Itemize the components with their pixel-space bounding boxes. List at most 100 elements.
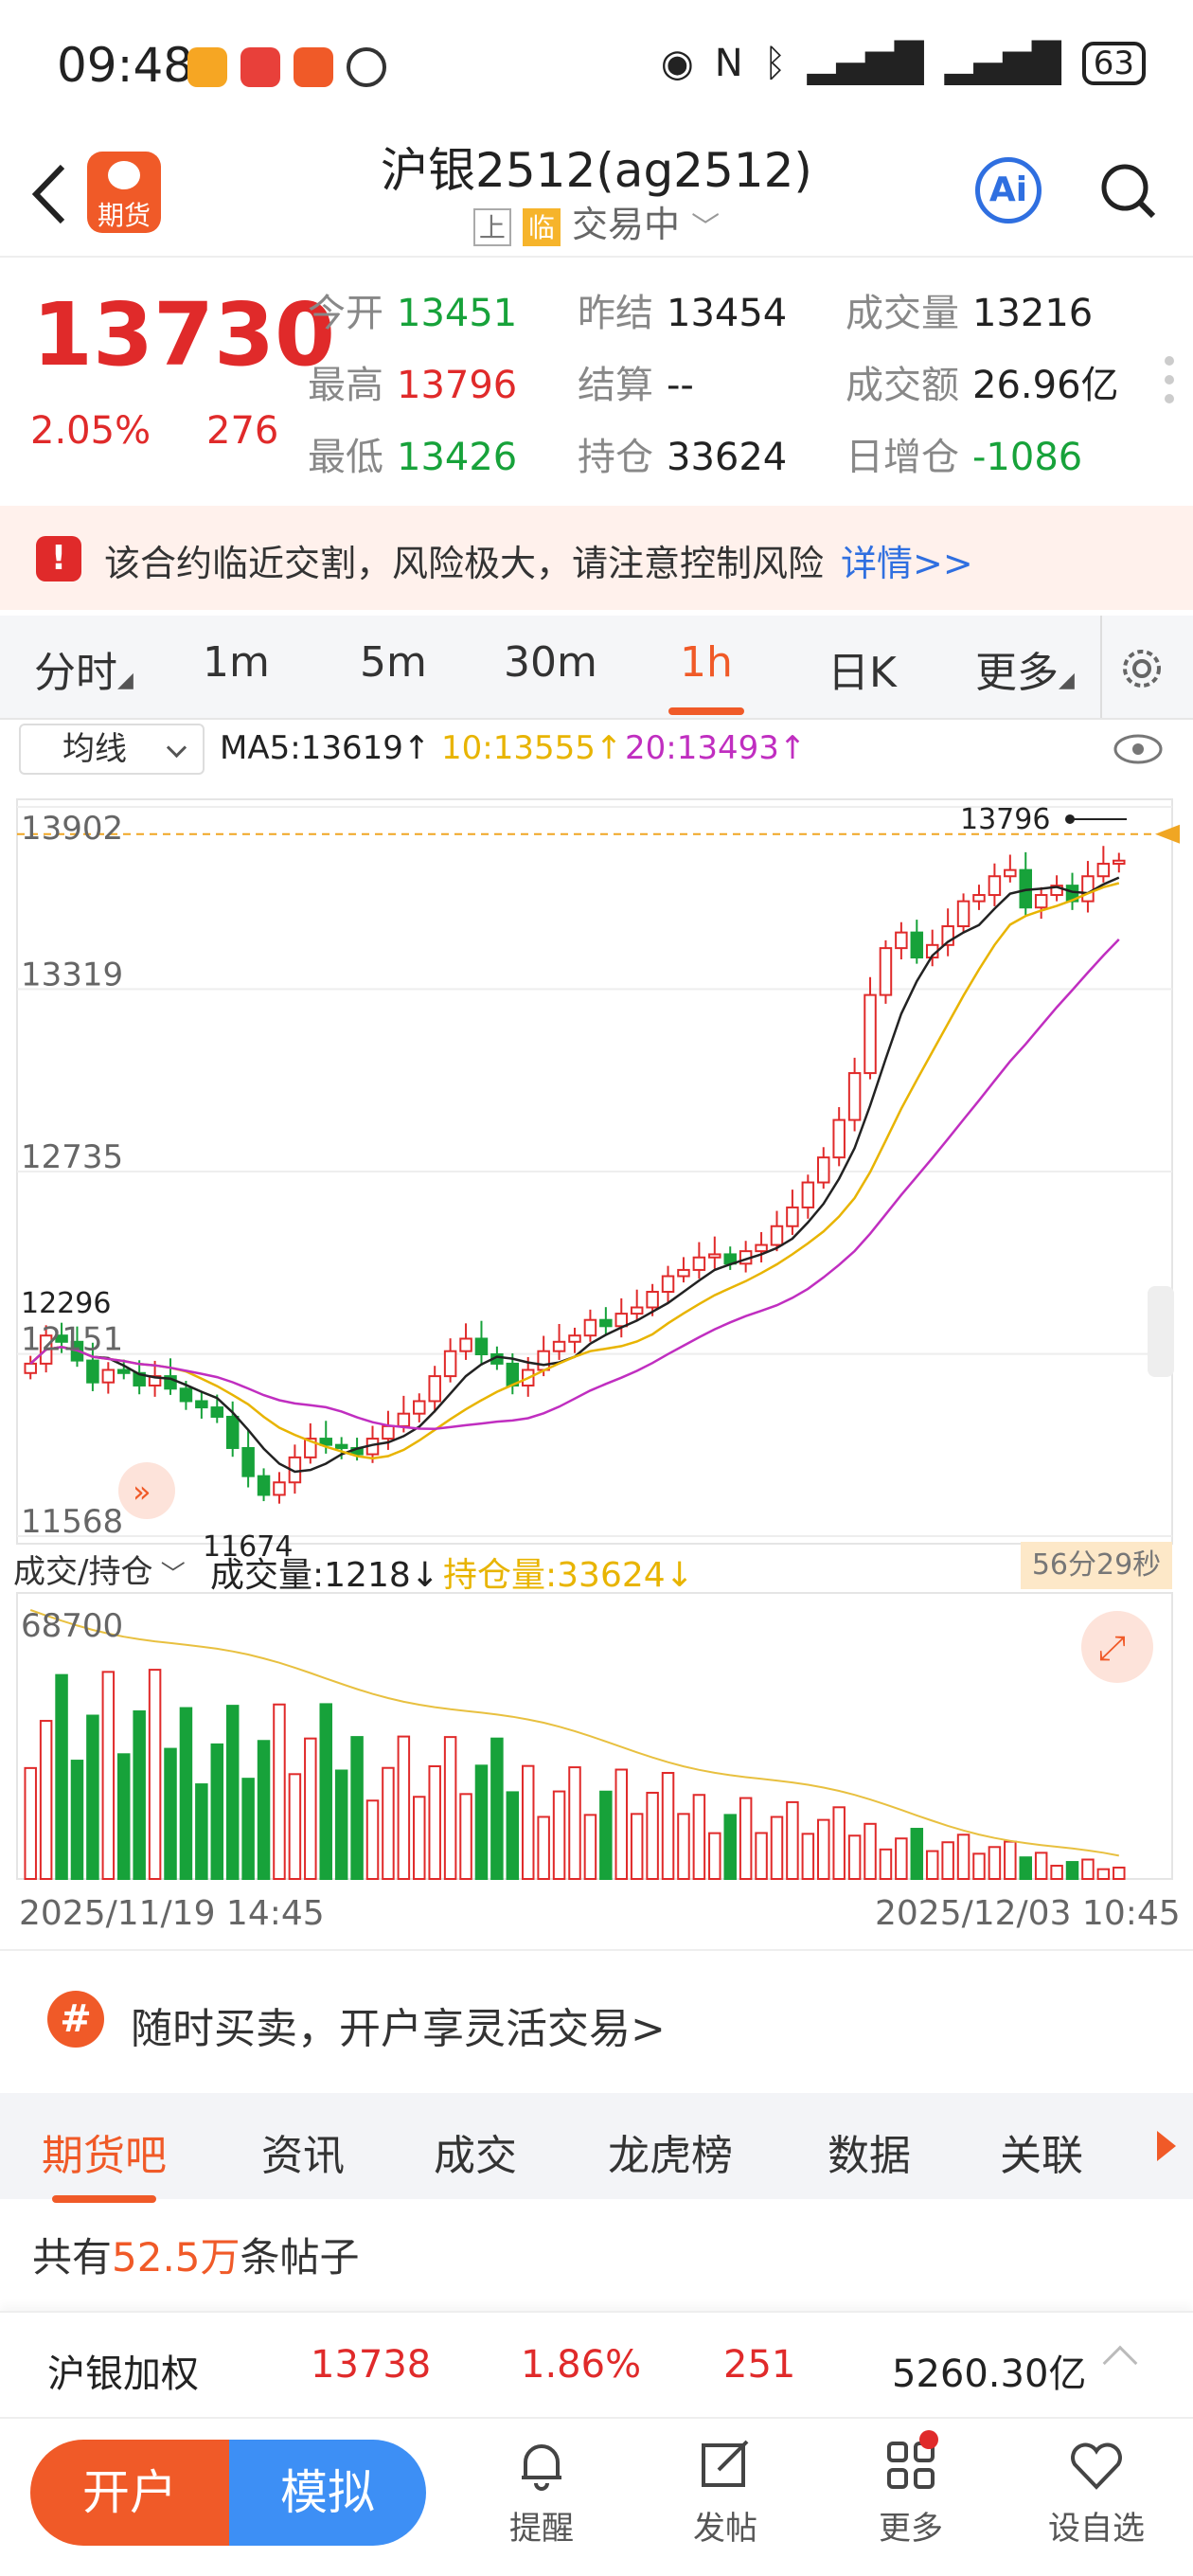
volume-bar: [413, 1796, 426, 1881]
volume-bar: [474, 1764, 489, 1881]
quote-low: 最低 13426: [308, 436, 518, 479]
hash-icon: #: [47, 1991, 104, 2048]
candle-body: [24, 1362, 37, 1374]
volume-bar: [148, 1669, 162, 1881]
candle-body: [474, 1337, 489, 1355]
volume-bar: [1004, 1840, 1017, 1880]
tab-period-1m[interactable]: 1m: [203, 638, 270, 687]
send-app-icon: [294, 47, 333, 87]
tab-period-more[interactable]: 更多◢: [975, 649, 1075, 697]
volume-bar: [521, 1764, 535, 1880]
chevron-up-icon[interactable]: [1102, 2345, 1138, 2381]
candle-body: [661, 1275, 675, 1294]
nav-remind[interactable]: 提醒: [475, 2436, 608, 2549]
tab-data[interactable]: 数据: [828, 2132, 911, 2180]
search-icon[interactable]: [1098, 161, 1157, 220]
volume-bar: [24, 1766, 37, 1880]
trade-status: 交易中: [572, 204, 681, 245]
ai-assistant-button[interactable]: Ai: [975, 157, 1042, 224]
volume-bar: [334, 1769, 348, 1881]
candle-body: [677, 1268, 690, 1278]
status-bar: 09:48 ◉ N ᛒ ▂▄▆█ ▂▄▆█ 63: [0, 0, 1193, 133]
candle-body: [770, 1225, 784, 1246]
tab-forum[interactable]: 期货吧: [42, 2121, 167, 2203]
risk-warning-banner[interactable]: ! 该合约临近交割，风险极大，请注意控制风险 详情>>: [0, 506, 1193, 610]
volume-bar: [723, 1814, 737, 1880]
trade-status-row[interactable]: 上 临 交易中 ﹀: [0, 195, 1193, 247]
kline-chart[interactable]: 13902 13319 12735 12151 11568 13796 11674 12296…: [0, 778, 1193, 1943]
candle-body: [755, 1243, 768, 1253]
candle-body: [413, 1400, 426, 1415]
tab-news[interactable]: 资讯: [261, 2132, 345, 2180]
tab-period-5m[interactable]: 5m: [360, 638, 427, 687]
open-account-promo[interactable]: # 随时买卖，开户享灵活交易>: [0, 1949, 1193, 2089]
volume-bar: [304, 1737, 317, 1881]
back-arrow-icon[interactable]: [27, 161, 74, 227]
volume-bar: [397, 1735, 411, 1880]
expand-glyph: ⤢: [1098, 1629, 1126, 1668]
signal-icon: ▂▄▆█: [807, 42, 924, 85]
chevron-down-icon: ﹀: [691, 211, 721, 244]
volume-bar: [708, 1832, 721, 1880]
volume-bar: [1096, 1868, 1111, 1880]
heart-icon: [1071, 2442, 1122, 2490]
candle-body: [319, 1438, 332, 1446]
header: 期货 沪银2512(ag2512) 上 临 交易中 ﹀ Ai: [0, 123, 1193, 256]
y-tick-label: 13319: [21, 956, 123, 993]
candle-body: [910, 931, 924, 959]
volume-bar: [55, 1673, 68, 1881]
candle-body: [1096, 863, 1111, 878]
weighted-name: 沪银加权: [47, 2352, 199, 2396]
volume-bar: [832, 1806, 846, 1880]
open-interest-value: 持仓量:33624↓: [443, 1556, 694, 1595]
candle-body: [972, 894, 986, 903]
volume-bar: [786, 1800, 799, 1881]
volume-bar: [599, 1790, 613, 1881]
candle-body: [879, 947, 893, 996]
gear-icon[interactable]: [1117, 644, 1166, 693]
volume-bar: [70, 1760, 84, 1880]
current-price-marker: [1155, 824, 1180, 844]
tab-period-1h[interactable]: 1h: [668, 638, 744, 715]
volume-bar: [661, 1771, 675, 1881]
volume-bar: [879, 1848, 893, 1880]
weighted-change: 251: [723, 2343, 796, 2387]
candle-body: [1081, 875, 1095, 903]
kline-chart-area[interactable]: 13902 13319 12735 12151 11568 13796 11674 12296…: [0, 778, 1193, 1943]
quote-volume: 成交量 13216: [846, 292, 1094, 335]
tab-period-daily[interactable]: 日K: [828, 649, 897, 697]
volume-bar: [164, 1747, 177, 1880]
open-account-button[interactable]: 开户: [30, 2440, 229, 2546]
eye-icon[interactable]: [1113, 733, 1163, 765]
warning-detail-link[interactable]: 详情>>: [841, 543, 973, 584]
tab-related[interactable]: 关联: [1000, 2132, 1083, 2180]
candle-body: [708, 1253, 721, 1259]
y-tick-label: 13902: [21, 810, 123, 848]
status-right: ◉ N ᛒ ▂▄▆█ ▂▄▆█ 63: [661, 42, 1146, 85]
simulate-button[interactable]: 模拟: [229, 2440, 426, 2546]
candle-body: [116, 1368, 131, 1374]
post-count: 共有52.5万条帖子: [32, 2234, 360, 2281]
volume-bar: [646, 1791, 659, 1880]
tab-period-timeshare[interactable]: 分时◢: [34, 649, 134, 697]
weighted-quote-bar[interactable]: 沪银加权 13738 1.86% 251 5260.30亿: [0, 2311, 1193, 2417]
more-dots-icon[interactable]: [1165, 356, 1174, 413]
candle-body: [832, 1118, 846, 1159]
candle-body: [459, 1337, 472, 1352]
compose-icon: [702, 2440, 749, 2487]
type-tag: 临: [522, 207, 561, 246]
nav-watchlist[interactable]: 设自选: [1030, 2436, 1163, 2549]
side-drag-handle: [1148, 1286, 1174, 1377]
scroll-right-icon[interactable]: [1157, 2131, 1176, 2161]
open-interest-line: [29, 1609, 1119, 1857]
indicator-select[interactable]: 均线: [19, 724, 205, 775]
tab-rankings[interactable]: 龙虎榜: [608, 2132, 733, 2180]
volume-bar: [319, 1703, 332, 1881]
nav-post[interactable]: 发帖: [659, 2436, 792, 2549]
volume-bar: [133, 1710, 146, 1881]
high-price-label: 13796: [960, 803, 1050, 836]
nav-more[interactable]: 更多: [845, 2430, 977, 2549]
tab-period-30m[interactable]: 30m: [504, 638, 597, 687]
tab-trades[interactable]: 成交: [434, 2132, 517, 2180]
volume-indicator-select[interactable]: 成交/持仓 ﹀: [13, 1553, 186, 1591]
